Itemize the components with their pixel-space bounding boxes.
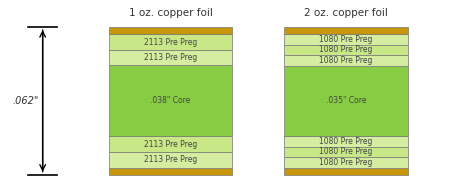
Bar [284,157,408,168]
Bar [284,136,408,146]
Text: 1080 Pre Preg: 1080 Pre Preg [319,35,373,44]
Text: 1080 Pre Preg: 1080 Pre Preg [319,56,373,65]
Bar [109,136,232,152]
Bar [109,50,232,65]
Bar [284,146,408,157]
Text: 2113 Pre Preg: 2113 Pre Preg [144,155,197,164]
Bar [109,27,232,34]
Bar [284,45,408,55]
Bar [284,34,408,45]
Text: 2 oz. copper foil: 2 oz. copper foil [304,8,388,18]
Bar [109,65,232,136]
Text: 1080 Pre Preg: 1080 Pre Preg [319,147,373,156]
Text: 2113 Pre Preg: 2113 Pre Preg [144,53,197,62]
Bar [109,34,232,50]
Text: 1080 Pre Preg: 1080 Pre Preg [319,45,373,55]
Text: .038" Core: .038" Core [150,96,191,105]
Bar [284,55,408,66]
Bar [109,167,232,175]
Text: 1080 Pre Preg: 1080 Pre Preg [319,137,373,146]
Text: 2113 Pre Preg: 2113 Pre Preg [144,140,197,149]
Bar [284,27,408,34]
Text: .062": .062" [13,96,39,106]
Text: .035" Core: .035" Core [326,96,366,105]
Bar [284,168,408,175]
Bar [284,66,408,136]
Bar [109,152,232,167]
Text: 1 oz. copper foil: 1 oz. copper foil [129,8,212,18]
Text: 1080 Pre Preg: 1080 Pre Preg [319,158,373,167]
Text: 2113 Pre Preg: 2113 Pre Preg [144,38,197,47]
